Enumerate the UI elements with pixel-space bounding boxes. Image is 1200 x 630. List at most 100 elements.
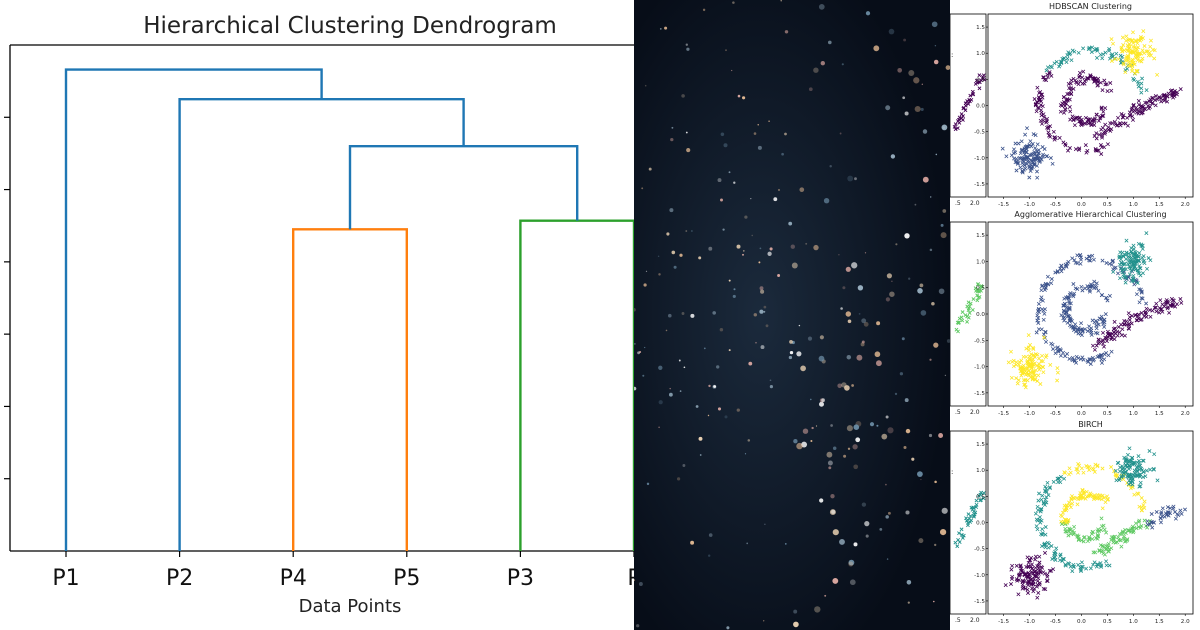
scatter-point xyxy=(1099,564,1104,569)
scatter-point xyxy=(1122,333,1127,338)
scatter-point xyxy=(1051,347,1056,351)
scatter-point xyxy=(1041,75,1046,80)
scatter-point xyxy=(1035,149,1040,154)
scatter-point xyxy=(1052,137,1057,142)
scatter-point xyxy=(1137,504,1142,509)
bokeh-dot xyxy=(928,433,933,438)
scatter-point xyxy=(1043,484,1048,489)
scatter-point xyxy=(1099,152,1104,156)
scatter-point xyxy=(1015,161,1020,166)
bokeh-dot xyxy=(669,392,673,397)
bokeh-dot xyxy=(769,379,772,382)
bokeh-dot xyxy=(838,254,840,256)
scatter-point xyxy=(1026,560,1031,565)
cropped-point xyxy=(975,293,980,298)
scatter-point xyxy=(1058,109,1063,114)
scatter-point xyxy=(1102,78,1107,83)
cropped-point xyxy=(979,498,983,502)
scatter-point xyxy=(1131,247,1136,251)
bokeh-dot xyxy=(799,187,805,193)
scatter-point xyxy=(1083,286,1087,291)
scatter-point xyxy=(1139,523,1144,528)
scatter-point xyxy=(1137,52,1141,57)
scatter-point xyxy=(1131,267,1136,272)
scatter-point xyxy=(1034,363,1039,368)
scatter-point xyxy=(1129,48,1134,53)
scatter-point xyxy=(1085,148,1090,153)
scatter-point xyxy=(1076,470,1080,475)
scatter-point xyxy=(1131,44,1136,49)
bokeh-dot xyxy=(768,120,770,123)
hdbscan-title: HDBSCAN Clustering xyxy=(1049,2,1132,11)
scatter-point xyxy=(1139,311,1144,315)
x-tick-label: 2.0 xyxy=(1181,619,1190,625)
scatter-point xyxy=(1091,257,1096,262)
scatter-point xyxy=(1051,567,1056,572)
scatter-point xyxy=(1036,590,1041,595)
scatter-point xyxy=(1105,142,1110,147)
bokeh-dot xyxy=(839,132,842,135)
bokeh-dot xyxy=(760,289,765,294)
scatter-point xyxy=(1071,282,1076,286)
scatter-point xyxy=(1048,156,1053,160)
scatter-point xyxy=(1084,566,1089,571)
bokeh-dot xyxy=(944,374,947,377)
scatter-point xyxy=(1038,118,1043,123)
scatter-point xyxy=(1019,148,1024,153)
scatter-point xyxy=(1036,373,1041,378)
scatter-point xyxy=(1120,262,1125,267)
bokeh-dot xyxy=(634,343,636,345)
scatter-point xyxy=(1033,146,1038,151)
scatter-point xyxy=(1134,54,1139,59)
scatter-point xyxy=(1151,467,1156,472)
bokeh-dot xyxy=(659,28,662,30)
scatter-point xyxy=(1137,271,1142,276)
leaf-label: P1 xyxy=(52,566,79,591)
bokeh-dot xyxy=(722,228,725,231)
scatter-point xyxy=(1041,154,1046,159)
scatter-point xyxy=(1065,351,1070,356)
bokeh-dot xyxy=(698,436,703,441)
cropped-xtick: 2.0 xyxy=(970,200,980,207)
scatter-point xyxy=(1086,360,1091,364)
scatter-point xyxy=(1036,576,1041,581)
scatter-point xyxy=(1069,496,1074,501)
bokeh-dot xyxy=(843,454,847,458)
bokeh-dot xyxy=(784,543,787,545)
scatter-point xyxy=(1067,97,1072,102)
scatter-point xyxy=(1064,263,1069,268)
scatter-point xyxy=(1067,527,1072,532)
scatter-point xyxy=(1143,107,1148,112)
scatter-point xyxy=(1090,537,1095,541)
scatter-point xyxy=(1111,327,1116,331)
bokeh-dot xyxy=(853,542,858,547)
bokeh-dot xyxy=(917,471,923,477)
bokeh-dot xyxy=(712,311,716,315)
scatter-point xyxy=(1038,569,1043,574)
scatter-point xyxy=(1010,563,1015,568)
scatter-point xyxy=(1037,515,1042,520)
scatter-point xyxy=(1165,305,1170,310)
scatter-point xyxy=(1038,158,1043,163)
scatter-point xyxy=(1128,258,1133,263)
bokeh-dot xyxy=(708,554,711,557)
scatter-point xyxy=(1063,529,1068,534)
bokeh-dot xyxy=(793,439,798,444)
scatter-point xyxy=(1065,56,1070,61)
scatter-point xyxy=(1032,569,1037,574)
bokeh-dot xyxy=(855,437,861,443)
scatter-point xyxy=(1047,568,1052,573)
scatter-point xyxy=(1120,115,1125,120)
scatter-point xyxy=(1091,343,1095,348)
bokeh-dot xyxy=(686,47,690,51)
scatter-point xyxy=(1136,45,1141,50)
bokeh-dot xyxy=(790,244,795,249)
scatter-point xyxy=(1071,76,1076,81)
bokeh-particles xyxy=(634,0,950,630)
scatter-point xyxy=(1094,285,1099,290)
scatter-point xyxy=(1078,494,1083,499)
cropped-point xyxy=(977,80,982,84)
scatter-point xyxy=(1155,478,1160,483)
scatter-point xyxy=(1125,47,1130,52)
scatter-point xyxy=(1066,533,1071,538)
